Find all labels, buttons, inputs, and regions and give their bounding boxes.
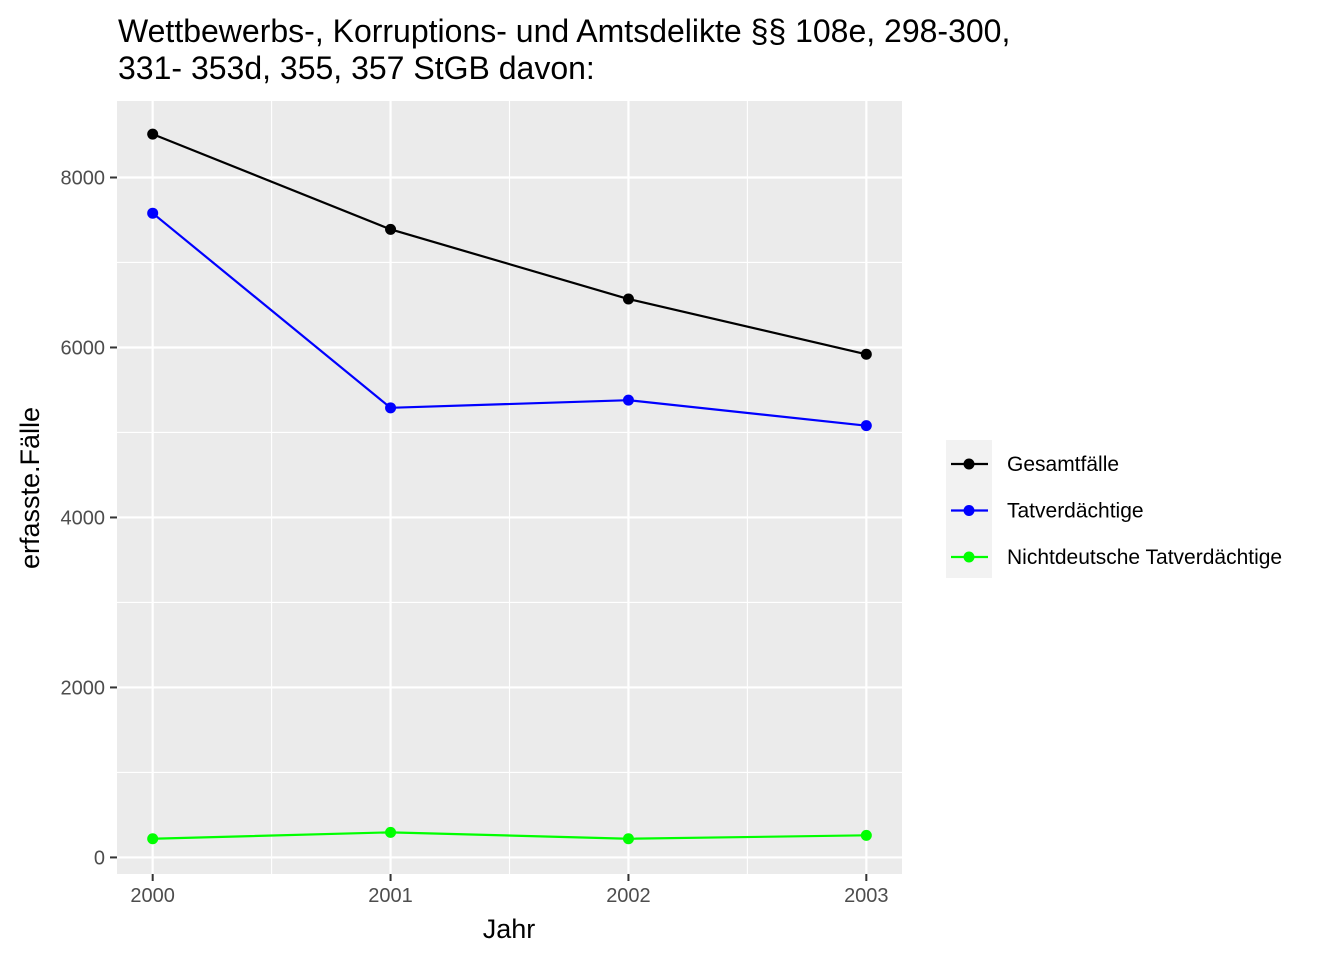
data-point-series-3	[385, 826, 397, 838]
data-point-series-3	[860, 829, 872, 841]
data-point-series-1	[860, 348, 872, 360]
minor-grid	[117, 101, 902, 874]
data-point-series-2	[385, 402, 397, 414]
y-tick-label: 0	[94, 847, 105, 869]
y-tick-label: 2000	[61, 677, 106, 699]
series-line-2	[151, 212, 867, 427]
data-point-series-3	[622, 833, 634, 845]
data-point-series-1	[147, 128, 159, 140]
legend-label: Gesamtfälle	[1007, 453, 1119, 476]
x-axis: 2000 2001 2002 2003	[130, 874, 889, 907]
data-point-series-3	[147, 833, 159, 845]
x-tick-label: 2000	[130, 885, 175, 907]
legend-key-point	[963, 551, 975, 563]
series-line-1	[152, 133, 867, 356]
y-tick-label: 8000	[61, 167, 106, 189]
data-point-series-1	[385, 223, 397, 235]
x-tick-label: 2003	[844, 885, 889, 907]
major-grid	[117, 101, 902, 874]
y-axis-title: erfasste.Fälle	[15, 407, 45, 569]
data-point-series-1	[622, 293, 634, 305]
series-line-3	[152, 831, 867, 840]
data-point-series-2	[860, 420, 872, 432]
series-layer	[147, 128, 872, 845]
chart-title-line-1: Wettbewerbs-, Korruptions- und Amtsdelik…	[118, 13, 1010, 49]
data-point-series-2	[622, 394, 634, 406]
x-axis-title: Jahr	[483, 914, 536, 944]
x-tick-label: 2001	[368, 885, 413, 907]
y-tick-label: 4000	[61, 507, 106, 529]
y-tick-label: 6000	[61, 337, 106, 359]
data-point-series-2	[147, 207, 159, 219]
legend-label: Tatverdächtige	[1007, 500, 1144, 523]
y-axis: 0 2000 4000 6000 8000	[61, 167, 117, 869]
legend: Gesamtfälle Tatverdächtige Nichtdeutsche T…	[946, 440, 1282, 578]
x-tick-label: 2002	[606, 885, 651, 907]
legend-key-point	[963, 458, 975, 470]
legend-key-point	[963, 505, 975, 516]
legend-label: Nichtdeutsche Tatverdächtige	[1007, 546, 1282, 569]
chart-title-line-2: 331- 353d, 355, 357 StGB davon:	[118, 50, 595, 86]
